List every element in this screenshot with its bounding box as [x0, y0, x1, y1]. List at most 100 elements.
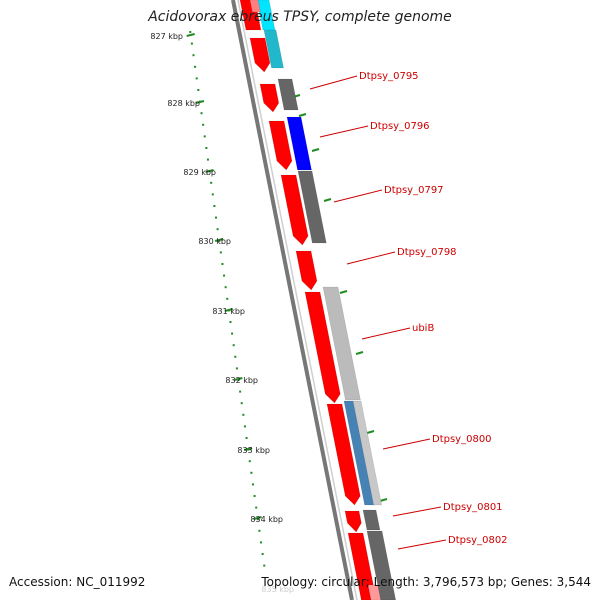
gene-label-dtpsy-0802[interactable]: Dtpsy_0802: [448, 535, 508, 546]
label-leader-line: [333, 189, 383, 203]
scale-dot: [260, 541, 263, 544]
label-leader-line: [309, 75, 358, 90]
scale-dot: [229, 321, 232, 323]
scale-dot: [206, 158, 209, 161]
scale-ticks: [186, 33, 388, 520]
track-tick: [366, 430, 375, 434]
gene-label-dtpsy-0796[interactable]: Dtpsy_0796: [370, 121, 430, 132]
scale-dot: [243, 425, 246, 428]
gene-feature-red: [295, 250, 318, 291]
scale-label-834: 834 kbp: [250, 515, 283, 524]
scale-dot: [189, 31, 192, 33]
scale-dot: [216, 228, 219, 231]
label-leader-line: [392, 506, 442, 517]
scale-dot: [255, 506, 258, 509]
scale-dot: [231, 332, 234, 335]
label-leader-line: [319, 125, 369, 138]
scale-dot: [203, 135, 206, 138]
scale-label-833: 833 kbp: [237, 446, 270, 455]
gene-label-dtpsy-0800[interactable]: Dtpsy_0800: [432, 434, 492, 445]
backbone-line: [231, 0, 354, 600]
scale-dot: [251, 483, 254, 486]
gene-feature-gray: [297, 170, 327, 244]
scale-dot: [250, 471, 253, 474]
label-leader-line: [397, 539, 447, 550]
track-tick: [355, 351, 364, 355]
scale-tick: [224, 308, 234, 312]
gene-feature-red: [259, 83, 280, 113]
scale-dot: [197, 89, 200, 91]
map-title: Acidovorax ebreus TPSY, complete genome: [148, 9, 452, 25]
gene-feature-gray: [366, 530, 397, 600]
track-tick: [339, 290, 348, 294]
label-leader-line: [346, 251, 396, 265]
gene-label-dtpsy-0795[interactable]: Dtpsy_0795: [359, 71, 419, 82]
scale-dot: [215, 216, 218, 219]
scale-label-828: 828 kbp: [167, 99, 200, 108]
scale-dot: [258, 529, 261, 532]
scale-dot: [195, 77, 198, 80]
scale-dot: [192, 54, 195, 57]
label-leader-line: [382, 438, 431, 450]
scale-dot: [234, 355, 237, 358]
scale-label-832: 832 kbp: [225, 376, 258, 385]
scale-dot: [261, 553, 264, 555]
track-tick: [379, 498, 388, 502]
gene-feature-blue: [286, 116, 312, 171]
gene-feature-light-gray: [322, 286, 361, 401]
label-leaders: [309, 75, 447, 550]
scale-dot: [232, 344, 235, 347]
scale-label-829: 829 kbp: [183, 168, 216, 177]
gene-feature-red: [326, 403, 361, 506]
gene-label-dtpsy-0798[interactable]: Dtpsy_0798: [397, 247, 457, 258]
scale-tick: [195, 100, 205, 104]
scale-dot: [242, 413, 245, 416]
scale-tick: [253, 516, 262, 520]
scale-dot: [235, 367, 238, 370]
scale-dot: [239, 390, 242, 393]
scale-dot: [202, 123, 205, 126]
scale-label-831: 831 kbp: [212, 307, 245, 316]
gene-feature-red: [268, 120, 293, 171]
scale-dot: [221, 263, 224, 265]
gene-label-ubib[interactable]: ubiB: [412, 323, 434, 334]
scale-dot: [263, 564, 266, 567]
scale-tick: [243, 447, 253, 451]
scale-dot: [224, 286, 227, 289]
scale-dot: [200, 112, 203, 115]
scale-dot: [190, 42, 193, 45]
genome-summary: Topology: circular; Length: 3,796,573 bp…: [261, 575, 591, 589]
accession-text: Accession: NC_011992: [9, 575, 146, 589]
scale-dot: [245, 437, 248, 439]
gene-label-dtpsy-0801[interactable]: Dtpsy_0801: [443, 502, 503, 513]
gene-feature-red: [344, 510, 362, 533]
gene-feature-red: [249, 37, 271, 73]
scale-dot: [205, 147, 208, 149]
backbone-highlight: [237, 0, 358, 600]
scale-dot: [237, 379, 240, 381]
track-tick: [311, 148, 320, 152]
scale-dot: [256, 518, 259, 521]
scale-dot: [194, 65, 197, 68]
gene-feature-red: [304, 291, 341, 404]
feature-track: [239, 0, 397, 600]
scale-dot: [211, 193, 214, 196]
track-tick: [298, 113, 307, 117]
scale-dot: [210, 181, 213, 184]
gene-feature-faded: [249, 0, 261, 13]
track-tick: [323, 198, 332, 202]
gene-feature-faded: [367, 584, 382, 600]
gene-feature-light-gray: [352, 400, 383, 506]
gene-label-dtpsy-0797[interactable]: Dtpsy_0797: [384, 185, 444, 196]
scale-dot: [226, 297, 229, 300]
gene-feature-red: [280, 174, 309, 246]
scale-label-827: 827 kbp: [150, 32, 183, 41]
backbone: [231, 0, 358, 600]
scale-tick: [186, 33, 195, 37]
scale-dot: [213, 205, 216, 207]
gene-feature-gray: [277, 78, 299, 111]
scale-tick: [214, 238, 224, 242]
scale-label-830: 830 kbp: [198, 237, 231, 246]
scale-tick: [205, 169, 214, 173]
gene-feature-teal: [263, 29, 284, 69]
